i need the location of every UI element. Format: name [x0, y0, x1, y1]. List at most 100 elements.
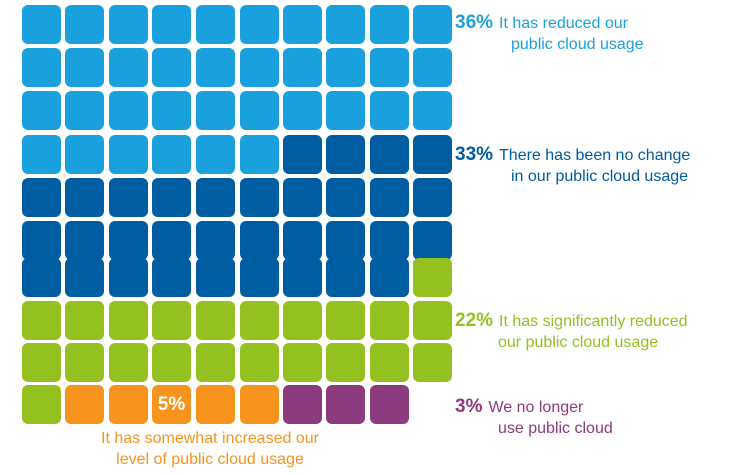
waffle-cell-no_change: [283, 221, 322, 260]
waffle-cell-no_change: [65, 178, 104, 217]
waffle-cell-reduced: [65, 48, 104, 87]
waffle-cell-no_longer: [370, 385, 409, 424]
waffle-cell-significantly_reduced: [370, 301, 409, 340]
waffle-cell-significantly_reduced: [283, 301, 322, 340]
waffle-cell-reduced: [22, 135, 61, 174]
waffle-cell-somewhat_increased: [240, 385, 279, 424]
legend-text-no-change: There has been no change: [499, 147, 691, 164]
waffle-cell-no_change: [240, 258, 279, 297]
waffle-cell-no_change: [413, 135, 452, 174]
waffle-cell-significantly_reduced: [109, 343, 148, 382]
waffle-cell-significantly_reduced: [413, 301, 452, 340]
waffle-pct-label-somewhat-increased: 5%: [157, 393, 186, 415]
waffle-cell-significantly_reduced: [240, 301, 279, 340]
waffle-cell-reduced: [152, 5, 191, 44]
waffle-cell-reduced: [152, 135, 191, 174]
waffle-cell-somewhat_increased: 5%: [152, 385, 191, 424]
waffle-cell-no_change: [283, 178, 322, 217]
waffle-cell-reduced: [283, 5, 322, 44]
waffle-cell-no_change: [413, 221, 452, 260]
legend-pct-reduced: 36%: [455, 12, 494, 33]
waffle-cell-no_change: [326, 135, 365, 174]
waffle-cell-reduced: [152, 91, 191, 130]
waffle-cell-no_longer: [283, 385, 322, 424]
waffle-cell-no_change: [283, 135, 322, 174]
legend-text-reduced: It has reduced our: [499, 15, 628, 32]
waffle-cell-significantly_reduced: [152, 343, 191, 382]
waffle-cell-reduced: [22, 91, 61, 130]
waffle-cell-reduced: [65, 135, 104, 174]
waffle-cell-somewhat_increased: [196, 385, 235, 424]
waffle-cell-significantly_reduced: [326, 301, 365, 340]
waffle-cell-reduced: [109, 48, 148, 87]
legend-item-somewhat-increased: It has somewhat increased our level of p…: [30, 428, 390, 470]
waffle-cell-reduced: [109, 91, 148, 130]
legend-text2-no-longer: use public cloud: [498, 420, 613, 437]
waffle-cell-no_change: [152, 258, 191, 297]
legend-item-no-change: 33% There has been no change in our publ…: [455, 144, 690, 187]
waffle-cell-no_change: [196, 258, 235, 297]
waffle-cell-no_change: [22, 178, 61, 217]
waffle-cell-no_change: [109, 221, 148, 260]
waffle-cell-significantly_reduced: [413, 343, 452, 382]
waffle-cell-reduced: [22, 5, 61, 44]
waffle-cell-reduced: [326, 91, 365, 130]
legend-item-significantly-reduced: 22% It has significantly reduced our pub…: [455, 310, 688, 353]
legend-text-significantly-reduced: It has significantly reduced: [499, 313, 688, 330]
waffle-cell-reduced: [370, 48, 409, 87]
waffle-cell-significantly_reduced: [109, 301, 148, 340]
legend-text-no-longer: We no longer: [488, 399, 584, 416]
waffle-cell-reduced: [196, 91, 235, 130]
waffle-cell-significantly_reduced: [22, 343, 61, 382]
legend-text2-somewhat-increased: level of public cloud usage: [116, 451, 304, 468]
waffle-cell-reduced: [109, 135, 148, 174]
waffle-cell-no_change: [370, 221, 409, 260]
waffle-cell-reduced: [326, 5, 365, 44]
legend-item-reduced: 36% It has reduced our public cloud usag…: [455, 12, 644, 55]
waffle-cell-no_change: [22, 258, 61, 297]
waffle-cell-no_change: [152, 221, 191, 260]
waffle-cell-no_longer: [326, 385, 365, 424]
legend-text-somewhat-increased: It has somewhat increased our: [101, 430, 319, 447]
waffle-cell-significantly_reduced: [196, 301, 235, 340]
legend-pct-no-longer: 3%: [455, 396, 483, 417]
waffle-cell-no_change: [283, 258, 322, 297]
waffle-cell-significantly_reduced: [240, 343, 279, 382]
waffle-cell-reduced: [413, 5, 452, 44]
waffle-cell-no_change: [370, 178, 409, 217]
waffle-cell-no_change: [109, 258, 148, 297]
legend-pct-no-change: 33%: [455, 144, 494, 165]
waffle-cell-no_change: [22, 221, 61, 260]
waffle-cell-somewhat_increased: [65, 385, 104, 424]
waffle-cell-significantly_reduced: [283, 343, 322, 382]
waffle-cell-reduced: [65, 91, 104, 130]
waffle-cell-significantly_reduced: [413, 258, 452, 297]
waffle-cell-reduced: [22, 48, 61, 87]
waffle-cell-reduced: [240, 135, 279, 174]
waffle-cell-no_change: [196, 221, 235, 260]
waffle-cell-reduced: [370, 91, 409, 130]
legend-text2-reduced: public cloud usage: [511, 36, 644, 53]
waffle-cell-no_change: [109, 178, 148, 217]
waffle-cell-significantly_reduced: [370, 343, 409, 382]
waffle-cell-somewhat_increased: [109, 385, 148, 424]
waffle-cell-reduced: [152, 48, 191, 87]
waffle-cell-reduced: [283, 91, 322, 130]
waffle-cell-reduced: [326, 48, 365, 87]
waffle-cell-reduced: [370, 5, 409, 44]
waffle-cell-no_change: [326, 178, 365, 217]
waffle-cell-no_change: [65, 221, 104, 260]
waffle-cell-significantly_reduced: [22, 385, 61, 424]
waffle-cell-reduced: [413, 91, 452, 130]
waffle-cell-no_change: [326, 258, 365, 297]
waffle-cell-no_change: [240, 178, 279, 217]
legend-pct-significantly-reduced: 22%: [455, 310, 494, 331]
waffle-cell-no_change: [370, 258, 409, 297]
waffle-cell-reduced: [240, 91, 279, 130]
legend-text2-significantly-reduced: our public cloud usage: [498, 334, 659, 351]
waffle-cell-reduced: [196, 5, 235, 44]
waffle-cell-significantly_reduced: [196, 343, 235, 382]
waffle-cell-reduced: [196, 135, 235, 174]
waffle-cell-significantly_reduced: [22, 301, 61, 340]
